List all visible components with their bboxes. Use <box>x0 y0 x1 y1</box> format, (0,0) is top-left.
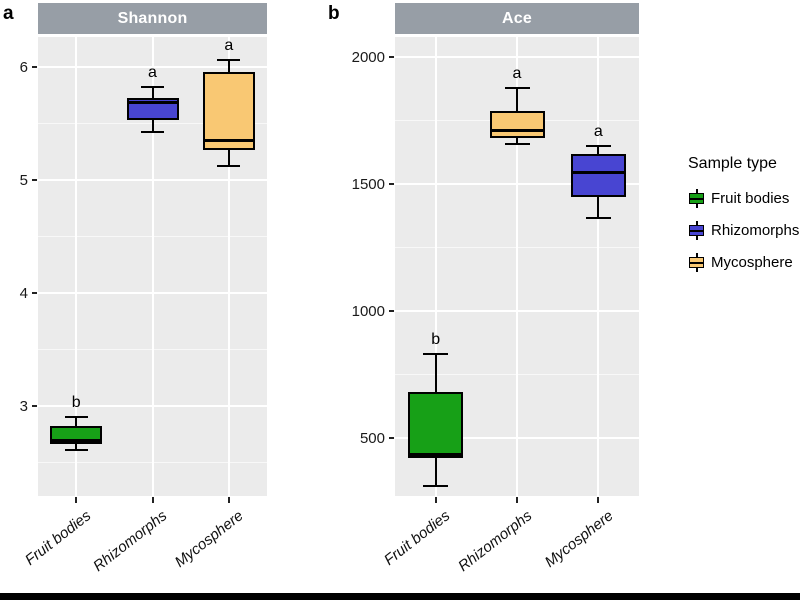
whisker-cap-lower <box>423 484 449 487</box>
x-axis-tick <box>597 497 600 503</box>
box-rhizomorphs <box>489 110 545 139</box>
legend-item-rhizomorphs: Rhizomorphs <box>688 221 800 240</box>
x-axis-tick <box>75 497 78 503</box>
y-axis-tick-label: 1500 <box>351 176 385 194</box>
whisker-upper <box>151 86 154 98</box>
significance-letter: b <box>431 331 441 349</box>
bottom-edge-bar <box>0 593 800 600</box>
median-line <box>489 129 545 133</box>
panel-a-plot-area: b a a <box>38 37 267 496</box>
significance-letter: a <box>593 122 603 140</box>
gridline-vertical <box>227 37 230 496</box>
gridline-vertical <box>151 37 154 496</box>
y-axis-tick <box>389 309 394 312</box>
y-axis-tick-label: 500 <box>359 429 385 447</box>
x-axis-tick <box>434 497 437 503</box>
whisker-lower <box>434 457 437 486</box>
y-axis-tick <box>389 183 394 186</box>
median-line <box>50 439 103 443</box>
whisker-cap-lower <box>504 142 530 145</box>
whisker-lower <box>75 444 78 450</box>
y-axis-tick-label: 3 <box>19 397 28 415</box>
whisker-cap-upper <box>64 416 88 419</box>
x-axis-category-label: Mycosphere <box>541 507 617 571</box>
boxplot-key-icon <box>688 253 705 272</box>
median-line <box>408 453 464 457</box>
significance-letter: a <box>148 63 157 81</box>
median-line <box>126 100 179 104</box>
gridline-vertical <box>516 37 518 496</box>
y-axis-tick <box>32 292 37 294</box>
box-fruit-bodies <box>408 392 464 458</box>
whisker-cap-upper <box>504 86 530 89</box>
whisker-upper <box>227 59 230 72</box>
panel-b-title-strip: Ace <box>395 3 639 34</box>
box-mycosphere <box>202 71 255 150</box>
y-axis-tick <box>32 404 37 407</box>
whisker-lower <box>227 149 230 166</box>
panel-a-title: Shannon <box>117 9 188 27</box>
x-axis-tick <box>516 497 518 503</box>
box-mycosphere <box>570 153 626 197</box>
whisker-cap-lower <box>64 448 88 451</box>
whisker-cap-lower <box>217 164 241 167</box>
x-axis-category-label: Fruit bodies <box>21 507 95 569</box>
y-axis-tick-label: 2000 <box>351 49 385 67</box>
whisker-upper <box>75 417 78 427</box>
significance-letter: a <box>224 37 234 54</box>
y-axis-tick-label: 6 <box>19 59 28 77</box>
x-axis-category-label: Fruit bodies <box>381 507 454 569</box>
boxplot-key-icon <box>688 189 705 208</box>
whisker-upper <box>597 145 600 154</box>
x-axis-tick <box>227 497 230 503</box>
y-axis-tick-label: 5 <box>19 172 28 190</box>
y-axis-tick <box>389 56 394 59</box>
x-axis-tick <box>151 497 154 503</box>
median-line <box>202 139 255 143</box>
whisker-cap-upper <box>423 353 449 356</box>
gridline-vertical <box>597 37 600 496</box>
whisker-cap-upper <box>217 58 241 61</box>
legend-label: Mycosphere <box>711 254 793 271</box>
legend-item-fruit-bodies: Fruit bodies <box>688 189 800 208</box>
panel-b-title: Ace <box>502 9 532 27</box>
legend-label: Rhizomorphs <box>711 222 800 239</box>
whisker-cap-upper <box>141 85 164 88</box>
x-axis-category-label: Rhizomorphs <box>90 507 171 576</box>
whisker-upper <box>516 87 518 111</box>
median-line <box>570 171 626 175</box>
gridline-vertical <box>434 37 437 496</box>
y-axis-tick <box>32 179 37 182</box>
panel-a-letter: a <box>3 3 14 24</box>
whisker-lower <box>151 120 154 132</box>
legend-item-mycosphere: Mycosphere <box>688 253 800 272</box>
panel-b-plot-area: b a a <box>395 37 639 496</box>
y-axis-tick-label: 1000 <box>351 302 385 320</box>
x-axis-category-label: Mycosphere <box>171 507 247 571</box>
x-axis-category-label: Rhizomorphs <box>454 507 535 576</box>
panel-a-title-strip: Shannon <box>38 3 267 34</box>
panel-b-letter: b <box>328 3 340 24</box>
whisker-cap-lower <box>141 130 164 133</box>
whisker-lower <box>516 138 518 144</box>
boxplot-key-icon <box>688 221 705 240</box>
y-axis-tick <box>389 436 394 439</box>
whisker-cap-lower <box>585 217 611 220</box>
whisker-lower <box>597 196 600 219</box>
legend-title: Sample type <box>688 155 777 172</box>
legend-sample-type: Sample type Fruit bodies Rhizomorphs Myc… <box>688 155 800 285</box>
y-axis-tick-label: 4 <box>19 285 28 302</box>
significance-letter: a <box>512 64 522 82</box>
whisker-cap-upper <box>585 144 611 147</box>
legend-label: Fruit bodies <box>711 190 790 207</box>
gridline-vertical <box>75 37 78 496</box>
whisker-upper <box>434 354 437 393</box>
significance-letter: b <box>71 394 81 412</box>
y-axis-tick <box>32 66 37 69</box>
